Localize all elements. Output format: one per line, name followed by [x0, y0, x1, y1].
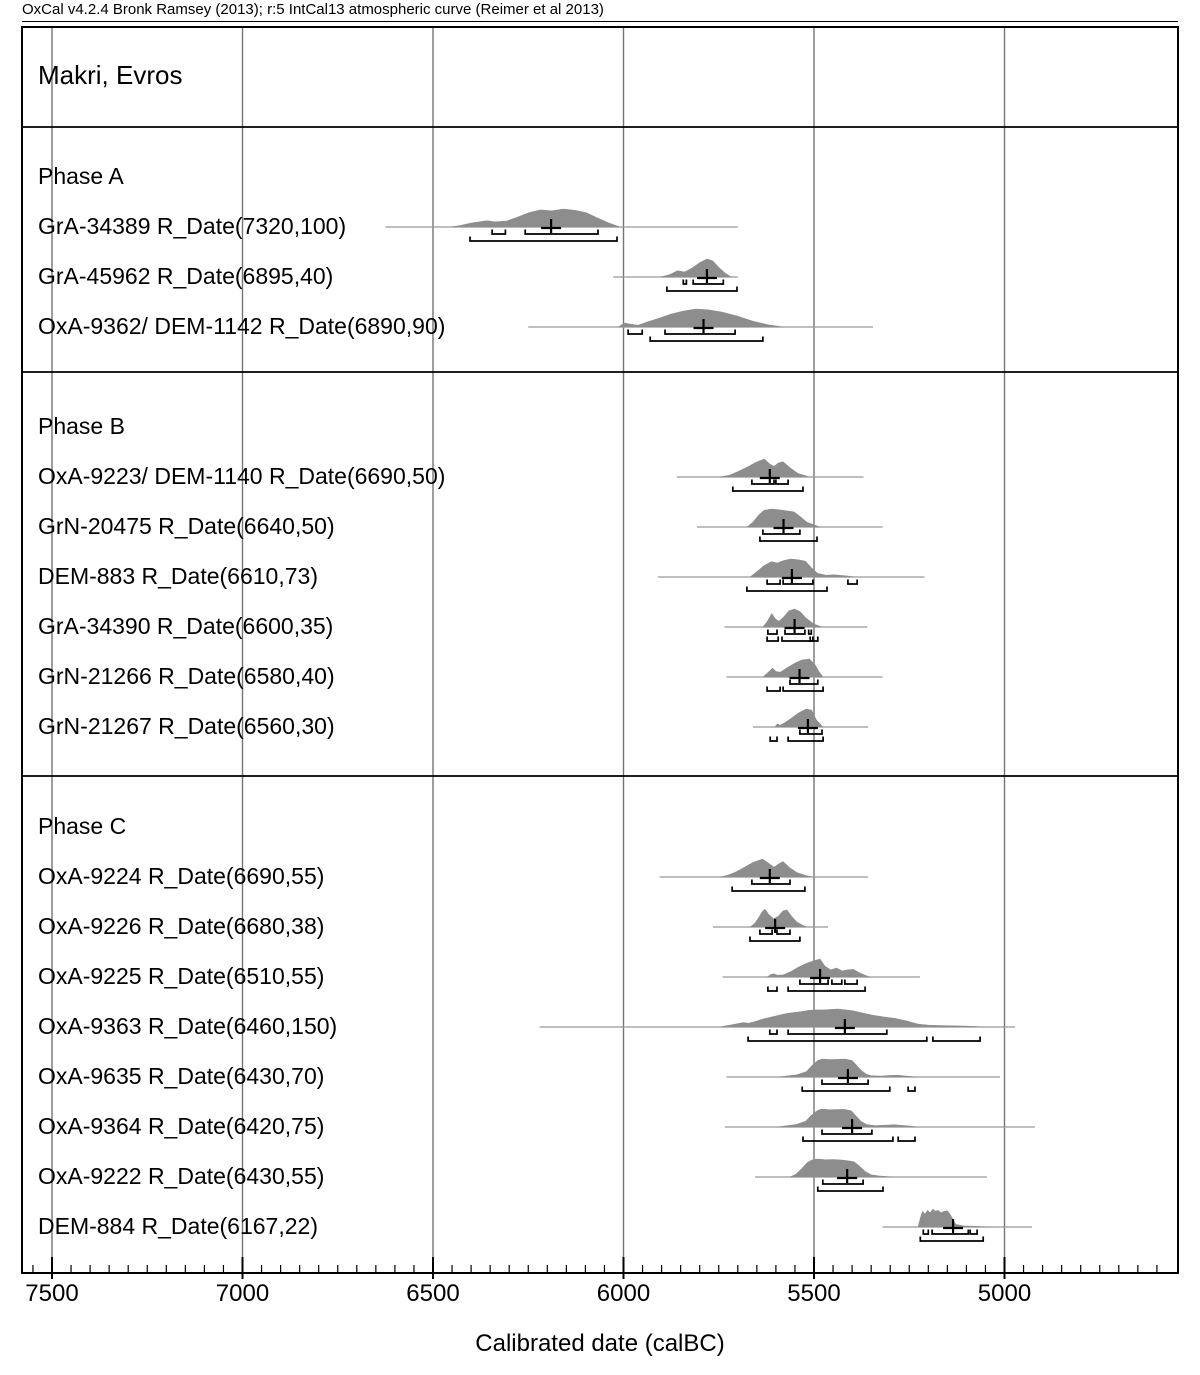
range-95-bracket: [746, 586, 828, 592]
probability-curve: [617, 308, 784, 328]
range-68-bracket: [682, 279, 688, 285]
range-68-bracket: [775, 479, 789, 485]
range-68-bracket: [789, 679, 819, 685]
plot-frame: [21, 26, 1179, 1274]
range-95-bracket: [666, 286, 738, 292]
range-95-bracket: [787, 986, 866, 992]
range-95-bracket: [731, 886, 806, 892]
range-95-bracket: [932, 1036, 981, 1042]
range-95-bracket: [907, 1086, 916, 1092]
range-95-bracket: [801, 1086, 891, 1092]
probability-curve: [660, 258, 733, 278]
range-95-bracket: [919, 1236, 985, 1242]
range-68-bracket: [751, 879, 791, 885]
probability-curve: [719, 458, 810, 478]
range-95-bracket: [767, 986, 778, 992]
range-68-bracket: [821, 1179, 864, 1185]
range-68-bracket: [821, 1129, 873, 1135]
range-68-bracket: [762, 529, 801, 535]
range-68-bracket: [776, 929, 791, 935]
range-68-bracket: [692, 279, 725, 285]
range-95-bracket: [781, 636, 819, 642]
probability-curve: [762, 658, 824, 678]
range-95-bracket: [802, 1136, 894, 1142]
probability-curve: [766, 958, 871, 978]
range-95-bracket: [649, 336, 764, 342]
range-68-bracket: [969, 1229, 978, 1235]
probability-curve: [762, 608, 823, 628]
range-68-bracket: [844, 979, 858, 985]
probability-curve: [774, 708, 824, 728]
probability-curve: [776, 1108, 917, 1128]
range-95-bracket: [766, 686, 781, 692]
range-95-bracket: [766, 636, 780, 642]
probability-curve: [749, 908, 807, 928]
probability-curve: [749, 558, 856, 578]
probability-curve: [719, 1008, 986, 1028]
range-68-bracket: [847, 579, 858, 585]
probability-curve: [777, 1058, 917, 1078]
range-68-bracket: [491, 229, 507, 235]
probability-curve: [450, 208, 621, 228]
range-95-bracket: [747, 1036, 928, 1042]
range-95-bracket: [809, 636, 814, 642]
range-68-bracket: [821, 1079, 869, 1085]
range-68-bracket: [807, 629, 813, 635]
range-68-bracket: [787, 1029, 888, 1035]
probability-curve: [789, 1158, 893, 1178]
probability-curve: [719, 858, 813, 878]
x-axis-title: Calibrated date (calBC): [475, 1330, 725, 1357]
probability-curve: [746, 508, 821, 528]
probability-curve: [917, 1208, 991, 1228]
range-95-bracket: [816, 1186, 884, 1192]
range-68-bracket: [768, 1029, 778, 1035]
range-68-bracket: [524, 229, 599, 235]
range-68-bracket: [627, 329, 644, 335]
range-95-bracket: [469, 236, 618, 242]
range-95-bracket: [749, 936, 801, 942]
range-68-bracket: [759, 929, 773, 935]
range-68-bracket: [664, 329, 736, 335]
range-68-bracket: [922, 1229, 930, 1235]
range-68-bracket: [782, 579, 814, 585]
range-95-bracket: [759, 536, 818, 542]
range-68-bracket: [931, 1229, 970, 1235]
range-95-bracket: [897, 1136, 916, 1142]
range-95-bracket: [731, 486, 804, 492]
range-68-bracket: [799, 979, 829, 985]
range-95-bracket: [769, 736, 778, 742]
range-68-bracket: [766, 579, 781, 585]
range-68-bracket: [831, 979, 843, 985]
software-credit: OxCal v4.2.4 Bronk Ramsey (2013); r:5 In…: [22, 1, 1178, 22]
range-68-bracket: [799, 729, 823, 735]
range-68-bracket: [784, 629, 806, 635]
range-68-bracket: [767, 629, 778, 635]
range-95-bracket: [782, 686, 824, 692]
range-68-bracket: [751, 479, 775, 485]
range-95-bracket: [787, 736, 824, 742]
